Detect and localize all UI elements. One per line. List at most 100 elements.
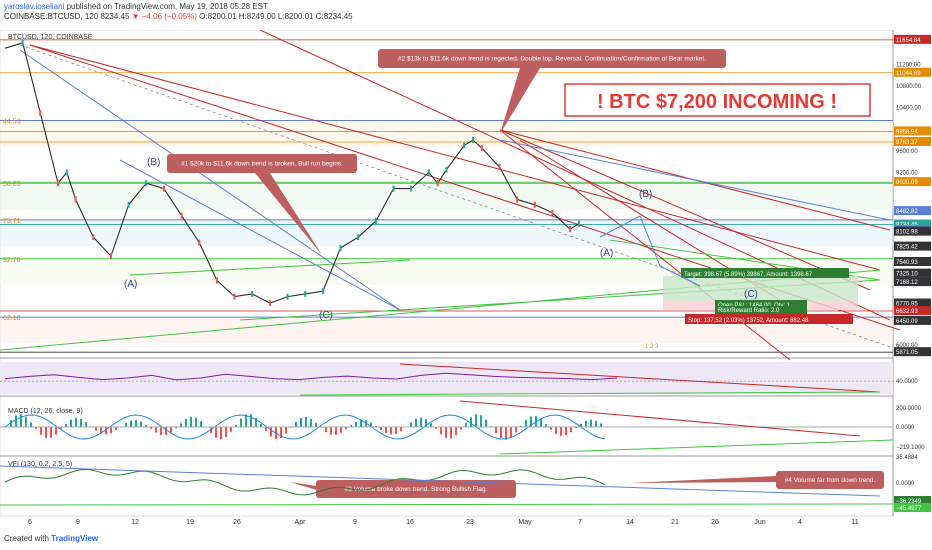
macd-histogram-bar [190, 416, 192, 427]
footer: Created with TradingView [4, 534, 98, 543]
macd-pane-title: MACD (12, 26, close, 9) [8, 408, 83, 415]
macd-histogram-bar [600, 423, 602, 427]
macd-histogram-bar [75, 417, 77, 427]
price-tag: 7540.93 [896, 260, 918, 266]
price-tag-bg [894, 347, 931, 357]
price-tag-bg [894, 177, 931, 187]
macd-histogram-bar [390, 427, 392, 435]
macd-histogram-bar [40, 427, 42, 435]
ohlc-values: O:8200.01 H:8249.00 L:8200.01 C:8234.45 [199, 12, 353, 21]
trend-line [19, 49, 401, 311]
wave-label: (B) [147, 157, 160, 168]
price-tag: 9020.09 [896, 180, 918, 186]
price-candle [109, 253, 112, 260]
macd-histogram-bar [170, 427, 172, 433]
macd-histogram-bar [400, 427, 402, 432]
macd-histogram-bar [410, 422, 412, 427]
price-candle [498, 164, 501, 170]
headline-box: ! BTC $7,200 INCOMING ! [564, 83, 871, 117]
macd-histogram-bar [595, 420, 597, 427]
symbol-name: COINBASE:BTCUSD, 120 [4, 12, 99, 21]
price-tag-bg [894, 298, 931, 308]
annotation-4-pointer [630, 476, 776, 483]
price-candle [516, 196, 519, 203]
price-candle [215, 277, 218, 284]
annotation-1-text: #1 $20k to $11.6k down trend is broken. … [181, 161, 343, 168]
macd-histogram-bar [225, 427, 227, 438]
price-change: ▼ −4.06 (−0.05%) [131, 12, 197, 21]
headline-frame [564, 83, 871, 117]
macd-histogram-bar [255, 417, 257, 427]
price-candle [436, 180, 439, 187]
macd-histogram-bar [60, 427, 62, 430]
author-link[interactable]: yaroslav.ioseliani [4, 2, 65, 11]
vfi-trend-line [0, 465, 881, 497]
x-tick-label: 19 [186, 519, 194, 526]
price-candle [321, 288, 324, 295]
macd-histogram-bar [250, 414, 252, 427]
price-tag: 9958.94 [896, 129, 918, 135]
macd-histogram-bar [450, 427, 452, 439]
macd-histogram-bar [360, 420, 362, 427]
macd-histogram-bar [245, 414, 247, 427]
price-candle [392, 185, 395, 192]
price-tag-bg [894, 241, 931, 251]
price-candle [339, 245, 342, 251]
fib-level-label: 58.65 [3, 181, 21, 188]
fib-level-label: 44.53 [3, 119, 21, 126]
macd-histogram-bar [270, 427, 272, 437]
price-tag-bg [894, 136, 931, 146]
price-candle [145, 180, 148, 187]
macd-histogram-bar [105, 427, 107, 435]
annotation-3-box [316, 480, 516, 498]
stop-label: Stop: 137.52 (2.03%) 13752, Amount: 862.… [685, 314, 853, 324]
x-tick-label: 11 [851, 519, 858, 526]
tradingview-brand[interactable]: TradingView [51, 534, 99, 543]
price-tag: 5871.05 [896, 350, 918, 356]
macd-histogram-bar [80, 418, 82, 427]
chart-canvas[interactable]: 44.53 58.65 75.71 92.76 62.18 Target: 398.67 … [0, 30, 932, 532]
target-label: Target: 398.67 (5.89%) 39867, Amount: 13… [681, 268, 849, 278]
price-candle [21, 39, 24, 46]
macd-histogram-bar [465, 422, 467, 427]
price-tag-bg [894, 67, 931, 77]
price-tag-bg [894, 34, 931, 44]
macd-histogram-bar [125, 422, 127, 427]
annotation-2-text: #2 $13k to $11.6k down trend is regected… [398, 56, 706, 63]
last-price: 8234.45 [100, 12, 130, 21]
price-candle [551, 209, 554, 216]
price-tick: 35.4884 [896, 455, 918, 461]
price-tag: 7325.10 [896, 272, 918, 278]
macd-histogram-bar [285, 427, 287, 434]
macd-histogram-bar [575, 427, 577, 429]
price-tag-bg [894, 496, 931, 505]
macd-histogram-bar [135, 420, 137, 427]
stop-label-bg [685, 314, 853, 324]
price-candle [162, 185, 165, 192]
vfi-trend-line [0, 503, 894, 506]
price-tag: 6450.09 [896, 319, 918, 325]
macd-histogram-bar [175, 427, 177, 429]
price-candle [251, 290, 254, 297]
trend-line [499, 129, 871, 291]
price-tick: 6000.00 [896, 343, 918, 349]
price-tag-bg [894, 315, 931, 325]
rsi-band [0, 362, 893, 394]
price-tag-bg [894, 268, 931, 278]
macd-histogram-bar [155, 427, 157, 433]
price-tag: −45.4977 [896, 506, 922, 512]
corner-badge: 1 2 3 [645, 344, 659, 350]
macd-histogram-bar [520, 425, 522, 427]
x-tick-label: 9 [76, 519, 80, 526]
x-tick-label: 26 [233, 519, 241, 526]
macd-histogram-bar [100, 427, 102, 434]
price-candle [180, 212, 183, 219]
vfi-line [4, 468, 606, 496]
macd-histogram-bar [160, 427, 162, 435]
macd-histogram-bar [180, 423, 182, 427]
fib-level-label: 75.71 [3, 218, 21, 225]
wave-label: (A) [600, 248, 613, 259]
macd-histogram-bar [110, 427, 112, 434]
price-candle [65, 169, 68, 176]
risk-reward-label-bg [715, 306, 807, 314]
